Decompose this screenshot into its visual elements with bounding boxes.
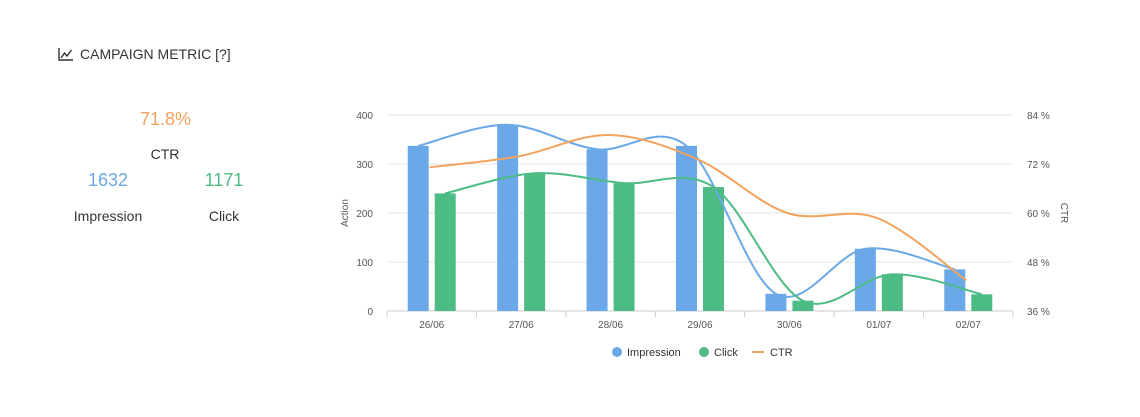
x-tick-label: 29/06 <box>687 320 712 331</box>
ctr-line <box>429 134 967 282</box>
legend-click-label: Click <box>714 347 738 359</box>
line-chart-icon <box>58 47 74 61</box>
impression-bar <box>497 124 519 311</box>
y-tick-label: 200 <box>356 209 373 220</box>
legend-impression-marker <box>612 347 622 357</box>
x-tick-label: 28/06 <box>598 320 623 331</box>
click-bar <box>971 294 993 311</box>
y2-tick-label: 48 % <box>1027 258 1050 269</box>
y-tick-label: 400 <box>356 111 373 122</box>
legend-ctr-label: CTR <box>770 347 793 359</box>
x-tick-label: 02/07 <box>956 320 981 331</box>
y-axis-label: Action <box>340 199 351 227</box>
summary-stats: 71.8% CTR 1632 Impression 1171 Click <box>40 0 300 417</box>
y2-tick-label: 36 % <box>1027 307 1050 318</box>
ctr-value: 71.8% <box>140 109 192 129</box>
click-line <box>444 172 983 305</box>
impression-label: Impression <box>73 208 143 224</box>
y-tick-label: 300 <box>356 160 373 171</box>
y-tick-label: 100 <box>356 258 373 269</box>
y2-tick-label: 72 % <box>1027 160 1050 171</box>
click-bar <box>881 274 903 311</box>
y-tick-label: 0 <box>367 307 373 318</box>
panel-header: CAMPAIGN METRIC [?] <box>58 46 231 62</box>
y2-tick-label: 84 % <box>1027 111 1050 122</box>
impression-bar <box>854 248 876 311</box>
impression-line <box>417 123 956 298</box>
legend-impression-label: Impression <box>627 347 681 359</box>
impression-value: 1632 <box>87 170 129 190</box>
x-tick-label: 27/06 <box>509 320 534 331</box>
x-tick-label: 01/07 <box>866 320 891 331</box>
legend-click-marker <box>699 347 709 357</box>
click-value: 1171 <box>204 170 244 190</box>
click-label: Click <box>208 208 240 224</box>
x-tick-label: 30/06 <box>777 320 802 331</box>
click-bar <box>613 183 635 311</box>
x-tick-label: 26/06 <box>419 320 444 331</box>
ctr-label: CTR <box>150 146 180 162</box>
panel-title: CAMPAIGN METRIC [?] <box>80 46 231 62</box>
impression-bar <box>765 293 787 311</box>
click-bar <box>792 300 814 311</box>
impression-bar <box>944 269 966 311</box>
click-bar <box>703 187 724 311</box>
y2-axis-label: CTR <box>1058 203 1069 224</box>
impression-bar <box>407 145 429 311</box>
impression-bar <box>586 149 608 311</box>
impression-bar <box>676 145 697 311</box>
click-bar <box>524 173 546 311</box>
y2-tick-label: 60 % <box>1027 209 1050 220</box>
click-bar <box>434 193 456 311</box>
